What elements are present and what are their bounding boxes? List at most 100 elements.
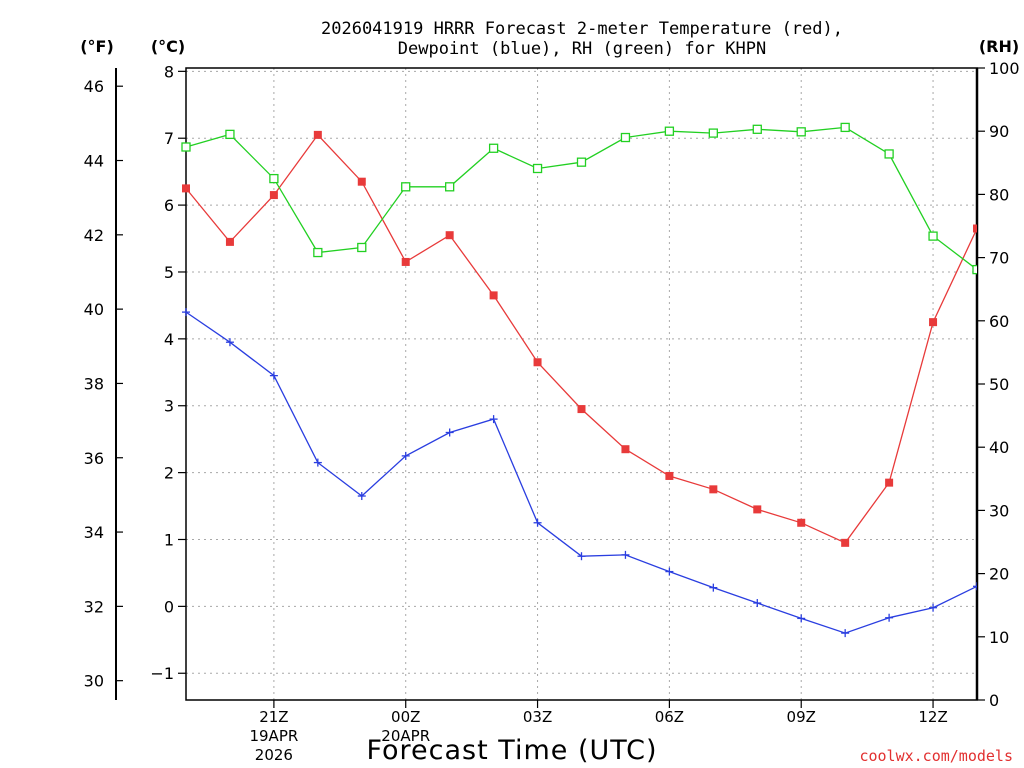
rh-tick-label: 90 xyxy=(989,122,1009,141)
celsius-tick-label: 5 xyxy=(164,263,174,282)
dewpoint-point xyxy=(357,492,366,501)
dewpoint-point xyxy=(665,567,674,576)
tick-labels: −101234567830323436384042444601020304050… xyxy=(84,59,1020,764)
rh-tick-label: 70 xyxy=(989,249,1009,268)
x-tick-label: 00Z xyxy=(391,708,420,726)
x-tick-label: 09Z xyxy=(787,708,816,726)
dewpoint-point xyxy=(797,614,806,623)
dewpoint-point xyxy=(753,599,762,608)
temperature-point xyxy=(665,471,674,480)
dewpoint-point xyxy=(621,550,630,559)
dewpoint-point xyxy=(533,518,542,527)
dewpoint-point xyxy=(885,613,894,622)
fahrenheit-tick-label: 38 xyxy=(84,374,104,393)
rh-point xyxy=(796,127,806,137)
rh-point xyxy=(269,173,279,184)
dewpoint-point xyxy=(489,415,498,424)
rh-line xyxy=(185,126,977,271)
fahrenheit-unit-label: (°F) xyxy=(80,37,114,56)
temperature-point xyxy=(313,130,322,139)
x-tick-label: 2026 xyxy=(255,746,293,764)
x-tick-label: 19APR xyxy=(249,727,298,745)
chart-title-line-2: Dewpoint (blue), RH (green) for KHPN xyxy=(398,39,766,59)
rh-tick-label: 20 xyxy=(989,565,1009,584)
x-tick-label: 03Z xyxy=(523,708,552,726)
temperature-point xyxy=(225,237,234,246)
celsius-tick-label: 3 xyxy=(164,397,174,416)
fahrenheit-tick-label: 32 xyxy=(84,597,104,616)
dewpoint-point xyxy=(182,308,190,317)
dewpoint-point xyxy=(225,338,234,347)
celsius-tick-label: 6 xyxy=(164,196,174,215)
fahrenheit-tick-label: 36 xyxy=(84,449,104,468)
rh-tick-label: 80 xyxy=(989,185,1009,204)
temperature-point xyxy=(401,257,410,266)
celsius-tick-label: 1 xyxy=(164,530,174,549)
x-tick-label: 20APR xyxy=(381,727,430,745)
temperature-point xyxy=(269,191,278,200)
rh-tick-label: 60 xyxy=(989,312,1009,331)
x-tick-label: 21Z xyxy=(259,708,288,726)
fahrenheit-tick-label: 46 xyxy=(84,77,104,96)
rh-point xyxy=(181,142,191,152)
temperature-point xyxy=(973,224,977,233)
temperature-point xyxy=(621,445,630,454)
rh-point xyxy=(840,122,850,133)
rh-point xyxy=(401,182,411,192)
dewpoint-point xyxy=(709,583,718,592)
chart-title-line-1: 2026041919 HRRR Forecast 2-meter Tempera… xyxy=(321,19,843,39)
dewpoint-point xyxy=(929,603,938,612)
rh-point xyxy=(357,242,367,253)
dewpoint-point xyxy=(841,629,850,638)
rh-series xyxy=(181,122,977,275)
x-tick-label: 06Z xyxy=(655,708,684,726)
rh-point xyxy=(752,124,762,134)
dewpoint-point xyxy=(401,451,410,460)
fahrenheit-tick-label: 40 xyxy=(84,300,104,319)
rh-point xyxy=(708,128,718,138)
temperature-point xyxy=(533,358,542,367)
rh-tick-label: 0 xyxy=(989,691,999,710)
temperature-point xyxy=(753,505,762,514)
rh-tick-label: 50 xyxy=(989,375,1009,394)
temperature-point xyxy=(445,231,454,240)
celsius-tick-label: −1 xyxy=(150,664,174,683)
temperature-point xyxy=(182,184,190,193)
temperature-point xyxy=(841,538,850,547)
rh-tick-label: 100 xyxy=(989,59,1020,78)
temperature-series xyxy=(182,130,977,547)
fahrenheit-tick-label: 42 xyxy=(84,226,104,245)
temperature-point xyxy=(797,518,806,527)
dewpoint-point xyxy=(577,552,586,561)
rh-point xyxy=(620,132,631,143)
rh-point xyxy=(532,163,543,174)
temperature-point xyxy=(577,405,586,414)
dewpoint-series xyxy=(182,308,977,638)
x-tick-label: 12Z xyxy=(918,708,947,726)
dewpoint-point xyxy=(313,458,322,467)
rh-point xyxy=(225,129,235,140)
rh-point xyxy=(972,264,977,275)
rh-point xyxy=(664,126,675,136)
rh-point xyxy=(928,231,938,241)
rh-point xyxy=(488,143,499,153)
temperature-point xyxy=(929,318,938,327)
celsius-tick-label: 0 xyxy=(164,597,174,616)
celsius-tick-label: 8 xyxy=(164,62,174,81)
celsius-tick-label: 7 xyxy=(164,129,174,148)
dewpoint-point xyxy=(269,371,278,380)
rh-tick-label: 10 xyxy=(989,628,1009,647)
temperature-point xyxy=(709,485,718,494)
celsius-tick-label: 2 xyxy=(164,464,174,483)
axes xyxy=(115,67,985,708)
rh-point xyxy=(445,182,455,192)
x-axis-label: Forecast Time (UTC) xyxy=(366,735,657,766)
rh-tick-label: 30 xyxy=(989,501,1009,520)
temperature-point xyxy=(489,291,498,300)
rh-point xyxy=(576,157,587,167)
fahrenheit-tick-label: 44 xyxy=(84,152,104,171)
temperature-point xyxy=(885,478,894,487)
fahrenheit-tick-label: 34 xyxy=(84,523,104,542)
celsius-unit-label: (°C) xyxy=(151,37,185,56)
fahrenheit-tick-label: 30 xyxy=(84,672,104,691)
